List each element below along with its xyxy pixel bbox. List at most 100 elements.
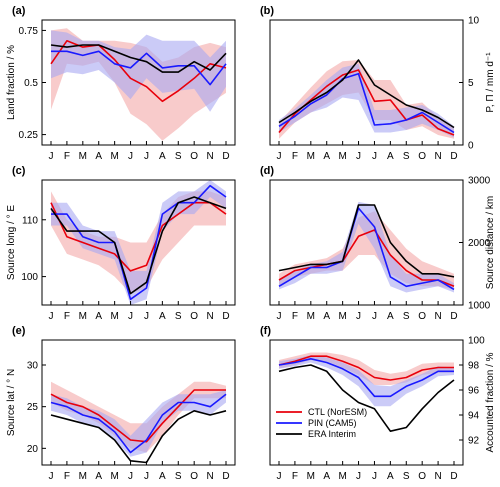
- line-era-d: [278, 204, 455, 278]
- y-tick-label: 0.25: [19, 130, 39, 141]
- x-tick-label: M: [110, 471, 118, 482]
- y-tick-label: 25: [27, 402, 39, 413]
- y-tick-label: 20: [27, 444, 39, 455]
- x-tick-label: A: [323, 151, 330, 162]
- x-tick-label: J: [277, 151, 282, 162]
- y-tick-label: 100: [21, 272, 38, 283]
- x-tick-label: F: [292, 311, 298, 322]
- x-tick-label: O: [190, 471, 198, 482]
- x-tick-label: S: [175, 311, 182, 322]
- x-tick-label: O: [418, 471, 426, 482]
- x-tick-label: J: [128, 151, 133, 162]
- legend-label-pin: PIN (CAM5): [308, 418, 357, 428]
- frame-e: [41, 339, 236, 466]
- y-axis-label: Accounted fraction / %: [485, 352, 496, 452]
- y-tick-label: 96: [468, 386, 480, 397]
- x-tick-label: J: [128, 471, 133, 482]
- x-tick-label: O: [418, 311, 426, 322]
- x-tick-label: S: [175, 471, 182, 482]
- x-tick-label: A: [95, 151, 102, 162]
- x-tick-label: J: [277, 471, 282, 482]
- x-tick-label: O: [190, 151, 198, 162]
- legend-label-era: ERA Interim: [308, 429, 356, 439]
- line-pin-d: [278, 207, 455, 291]
- line-era-e: [50, 409, 227, 464]
- y-tick-label: 0: [468, 141, 474, 152]
- legend: CTL (NorESM)PIN (CAM5)ERA Interim: [276, 407, 367, 439]
- x-tick-label: S: [175, 151, 182, 162]
- x-tick-label: F: [292, 151, 298, 162]
- x-tick-label: A: [323, 311, 330, 322]
- x-tick-label: F: [292, 471, 298, 482]
- band-pin-e: [51, 390, 226, 457]
- band-ctl-c: [51, 191, 226, 294]
- x-tick-label: N: [206, 311, 213, 322]
- x-tick-label: J: [49, 151, 54, 162]
- plot-area-b: [278, 59, 455, 139]
- x-tick-label: S: [403, 151, 410, 162]
- x-tick-label: N: [206, 151, 213, 162]
- band-pin-a: [51, 30, 226, 112]
- plot-area-f: [278, 352, 455, 433]
- line-pin-f: [278, 357, 454, 398]
- x-tick-label: A: [159, 151, 166, 162]
- x-tick-label: D: [222, 471, 229, 482]
- x-tick-label: J: [277, 311, 282, 322]
- panel-label: (e): [12, 325, 26, 337]
- panel-label: (d): [260, 165, 274, 177]
- x-tick-label: M: [79, 151, 87, 162]
- line-ctl-d: [278, 229, 455, 288]
- x-tick-label: A: [387, 151, 394, 162]
- x-tick-label: N: [206, 471, 213, 482]
- x-tick-label: M: [307, 471, 315, 482]
- x-tick-label: J: [128, 311, 133, 322]
- y-axis-label: Source long / ° E: [6, 205, 17, 280]
- y-tick-label: 92: [468, 436, 480, 447]
- x-tick-label: M: [110, 151, 118, 162]
- x-tick-label: J: [49, 311, 54, 322]
- x-tick-label: J: [144, 151, 149, 162]
- x-tick-label: M: [307, 151, 315, 162]
- x-tick-label: A: [323, 471, 330, 482]
- y-tick-label: 94: [468, 411, 480, 422]
- y-axis-label: Source lat / ° N: [6, 369, 17, 436]
- x-tick-label: N: [434, 471, 441, 482]
- x-tick-label: D: [222, 151, 229, 162]
- line-pin-e: [50, 393, 227, 454]
- x-tick-label: J: [372, 151, 377, 162]
- y-tick-label: 3000: [468, 176, 491, 187]
- x-tick-label: F: [64, 151, 70, 162]
- x-tick-label: M: [338, 471, 346, 482]
- y-tick-label: 1000: [468, 301, 491, 312]
- x-tick-label: M: [338, 311, 346, 322]
- x-tick-label: A: [95, 311, 102, 322]
- x-tick-label: O: [418, 151, 426, 162]
- panel-a: J F M A M J J A S O N D0.250.50.75(a)Land fraction …: [6, 5, 236, 162]
- x-tick-label: N: [434, 151, 441, 162]
- x-tick-label: A: [95, 471, 102, 482]
- x-tick-label: F: [64, 311, 70, 322]
- line-era-a: [50, 44, 227, 73]
- x-tick-label: N: [434, 311, 441, 322]
- x-tick-label: O: [190, 311, 198, 322]
- x-tick-label: A: [387, 471, 394, 482]
- x-tick-label: F: [64, 471, 70, 482]
- y-tick-label: 10: [468, 16, 480, 27]
- x-tick-label: J: [144, 471, 149, 482]
- line-pin-c: [51, 184, 227, 301]
- y-tick-label: 2000: [468, 238, 491, 249]
- x-tick-label: J: [49, 471, 54, 482]
- y-tick-label: 100: [468, 336, 485, 347]
- x-tick-label: J: [356, 151, 361, 162]
- x-tick-label: A: [159, 311, 166, 322]
- x-tick-label: J: [356, 471, 361, 482]
- y-tick-label: 98: [468, 361, 480, 372]
- panel-label: (b): [260, 5, 274, 17]
- x-tick-label: A: [159, 471, 166, 482]
- x-tick-label: J: [144, 311, 149, 322]
- line-ctl-c: [50, 201, 227, 272]
- x-tick-label: J: [372, 311, 377, 322]
- y-tick-label: 0.5: [24, 78, 38, 89]
